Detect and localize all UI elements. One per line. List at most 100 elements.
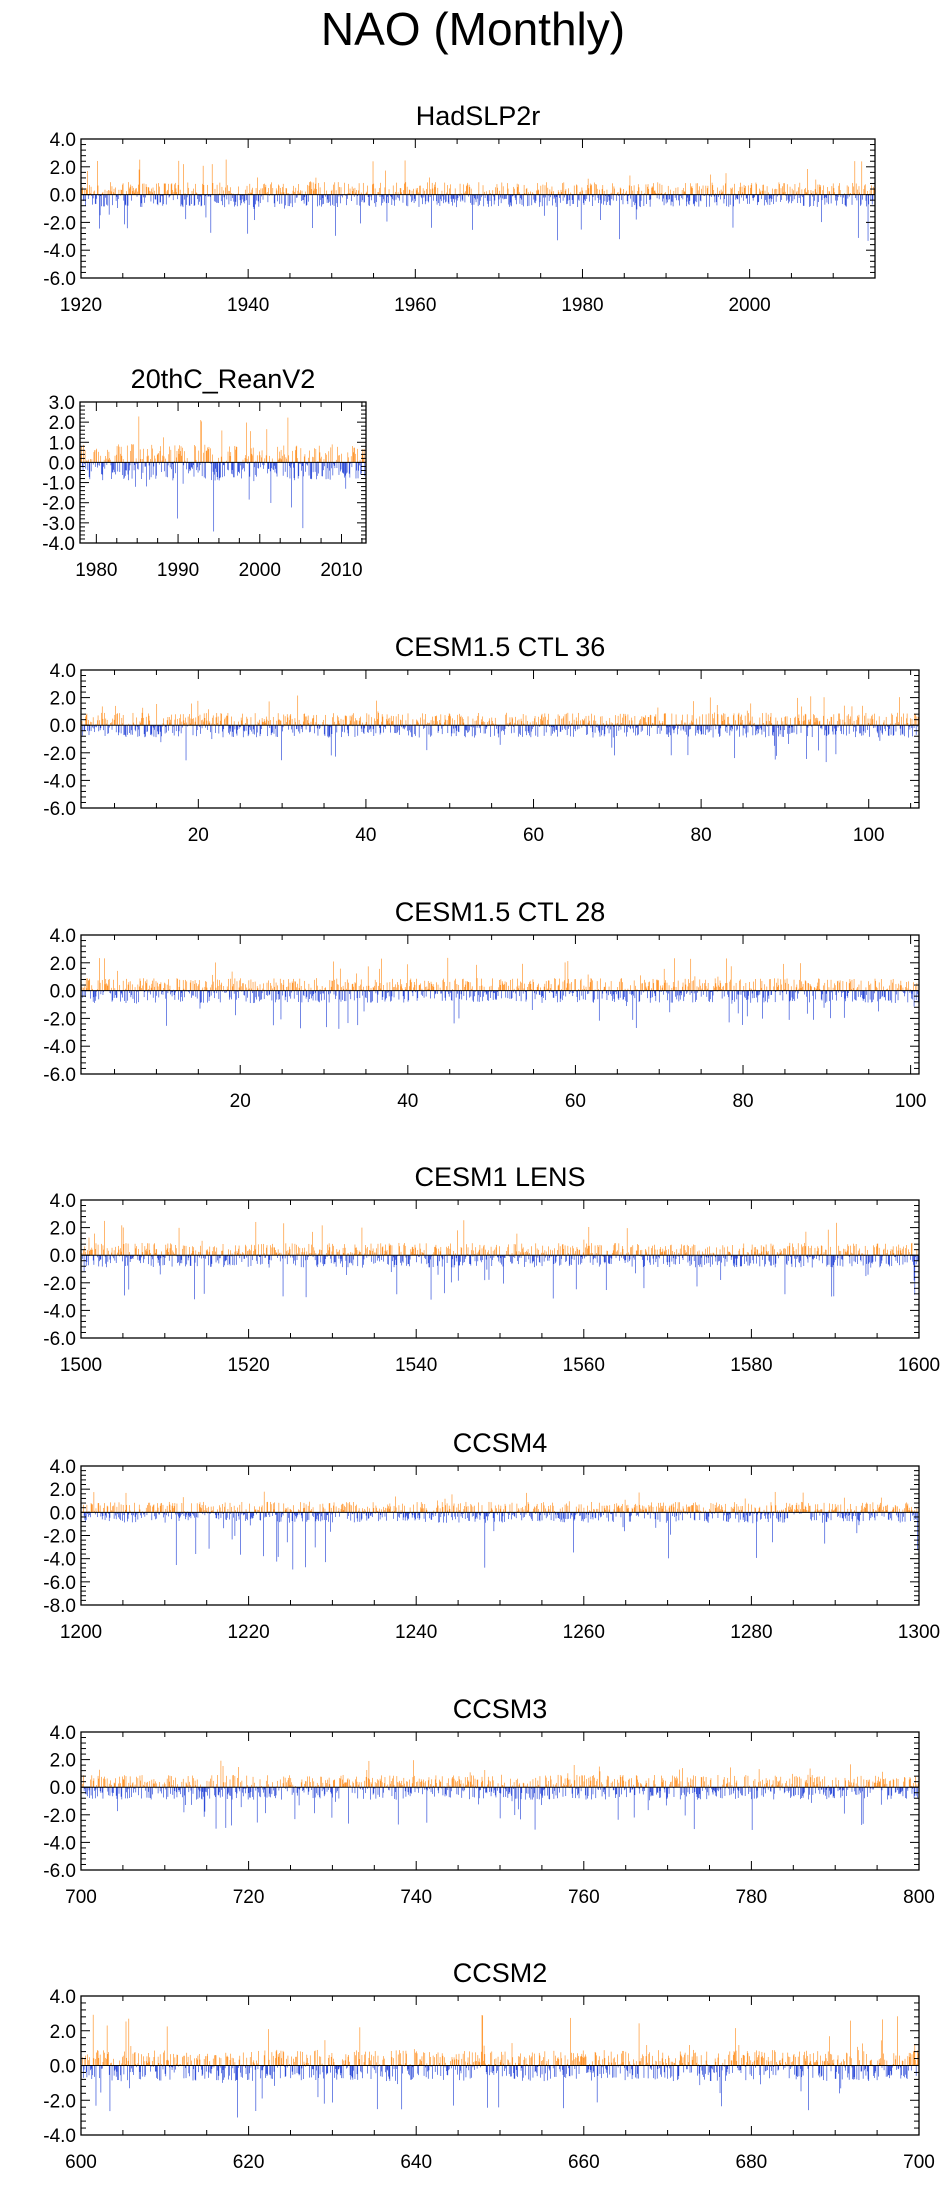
negative-bar [275,991,276,1003]
positive-bar [135,1248,136,1255]
negative-bar [294,991,295,999]
positive-bar [83,445,84,463]
negative-bar [843,725,844,734]
positive-bar [208,449,209,462]
positive-bar [774,978,775,990]
positive-bar [157,983,158,991]
negative-bar [667,195,668,203]
positive-bar [839,183,840,194]
positive-bar [166,1250,167,1255]
negative-bar [159,1255,160,1265]
negative-bar [282,991,283,996]
positive-bar [350,716,351,726]
positive-bar [450,982,451,991]
positive-bar [85,450,86,462]
negative-bar [880,725,881,730]
positive-bar [318,183,319,195]
positive-bar [662,985,663,990]
negative-bar [256,195,257,201]
negative-bar [191,195,192,204]
negative-bar [529,725,530,735]
negative-bar [531,725,532,731]
negative-bar [459,991,460,1019]
negative-bar [822,991,823,995]
negative-bar [377,1255,378,1260]
negative-bar [758,195,759,203]
positive-bar [529,982,530,990]
positive-bar [122,456,123,463]
positive-bar [425,714,426,725]
negative-bar [413,991,414,997]
positive-bar [176,1248,177,1255]
negative-bar [792,991,793,998]
negative-bar [872,991,873,1002]
positive-bar [643,717,644,725]
positive-bar [809,722,810,726]
positive-bar [495,187,496,194]
positive-bar [345,1248,346,1255]
positive-bar [857,190,858,195]
positive-bar [790,718,791,725]
positive-bar [547,720,548,725]
negative-bar [479,991,480,1002]
positive-bar [278,713,279,725]
positive-bar [268,721,269,725]
negative-bar [733,195,734,207]
positive-bar [817,983,818,991]
negative-bar [569,991,570,994]
negative-bar [720,725,721,736]
positive-bar [704,983,705,991]
negative-bar [94,991,95,998]
negative-bar [131,1255,132,1259]
positive-bar [376,982,377,990]
negative-bar [281,991,282,1020]
positive-bar [194,984,195,991]
positive-bar [339,187,340,195]
positive-bar [632,191,633,195]
negative-bar [322,462,323,476]
negative-bar [705,725,706,735]
negative-bar [451,725,452,736]
positive-bar [252,455,253,462]
positive-bar [697,183,698,194]
negative-bar [845,991,846,1002]
negative-bar [316,991,317,1001]
negative-bar [116,1255,117,1263]
negative-bar [506,195,507,199]
negative-bar [124,991,125,1001]
positive-bar [130,187,131,195]
negative-bar [304,991,305,996]
positive-bar [267,720,268,726]
positive-bar [296,446,297,463]
negative-bar [209,991,210,1001]
negative-bar [284,195,285,209]
positive-bar [253,1251,254,1255]
negative-bar [372,991,373,1002]
positive-bar [596,185,597,195]
positive-bar [312,719,313,726]
positive-bar [515,717,516,725]
positive-bar [382,1247,383,1255]
positive-bar [635,986,636,991]
positive-bar [410,980,411,991]
positive-bar [135,1244,136,1255]
negative-bar [889,991,890,1001]
positive-bar [873,187,874,195]
negative-bar [709,725,710,731]
negative-bar [197,991,198,999]
negative-bar [117,195,118,208]
negative-bar [521,195,522,200]
positive-bar [777,721,778,725]
negative-bar [249,195,250,205]
positive-bar [779,184,780,195]
positive-bar [745,186,746,195]
positive-bar [813,191,814,195]
positive-bar [309,984,310,991]
negative-bar [794,991,795,1001]
positive-bar [160,984,161,991]
negative-bar [846,725,847,735]
positive-bar [440,1251,441,1255]
positive-bar [756,184,757,194]
positive-bar [502,981,503,990]
negative-bar [259,991,260,1002]
